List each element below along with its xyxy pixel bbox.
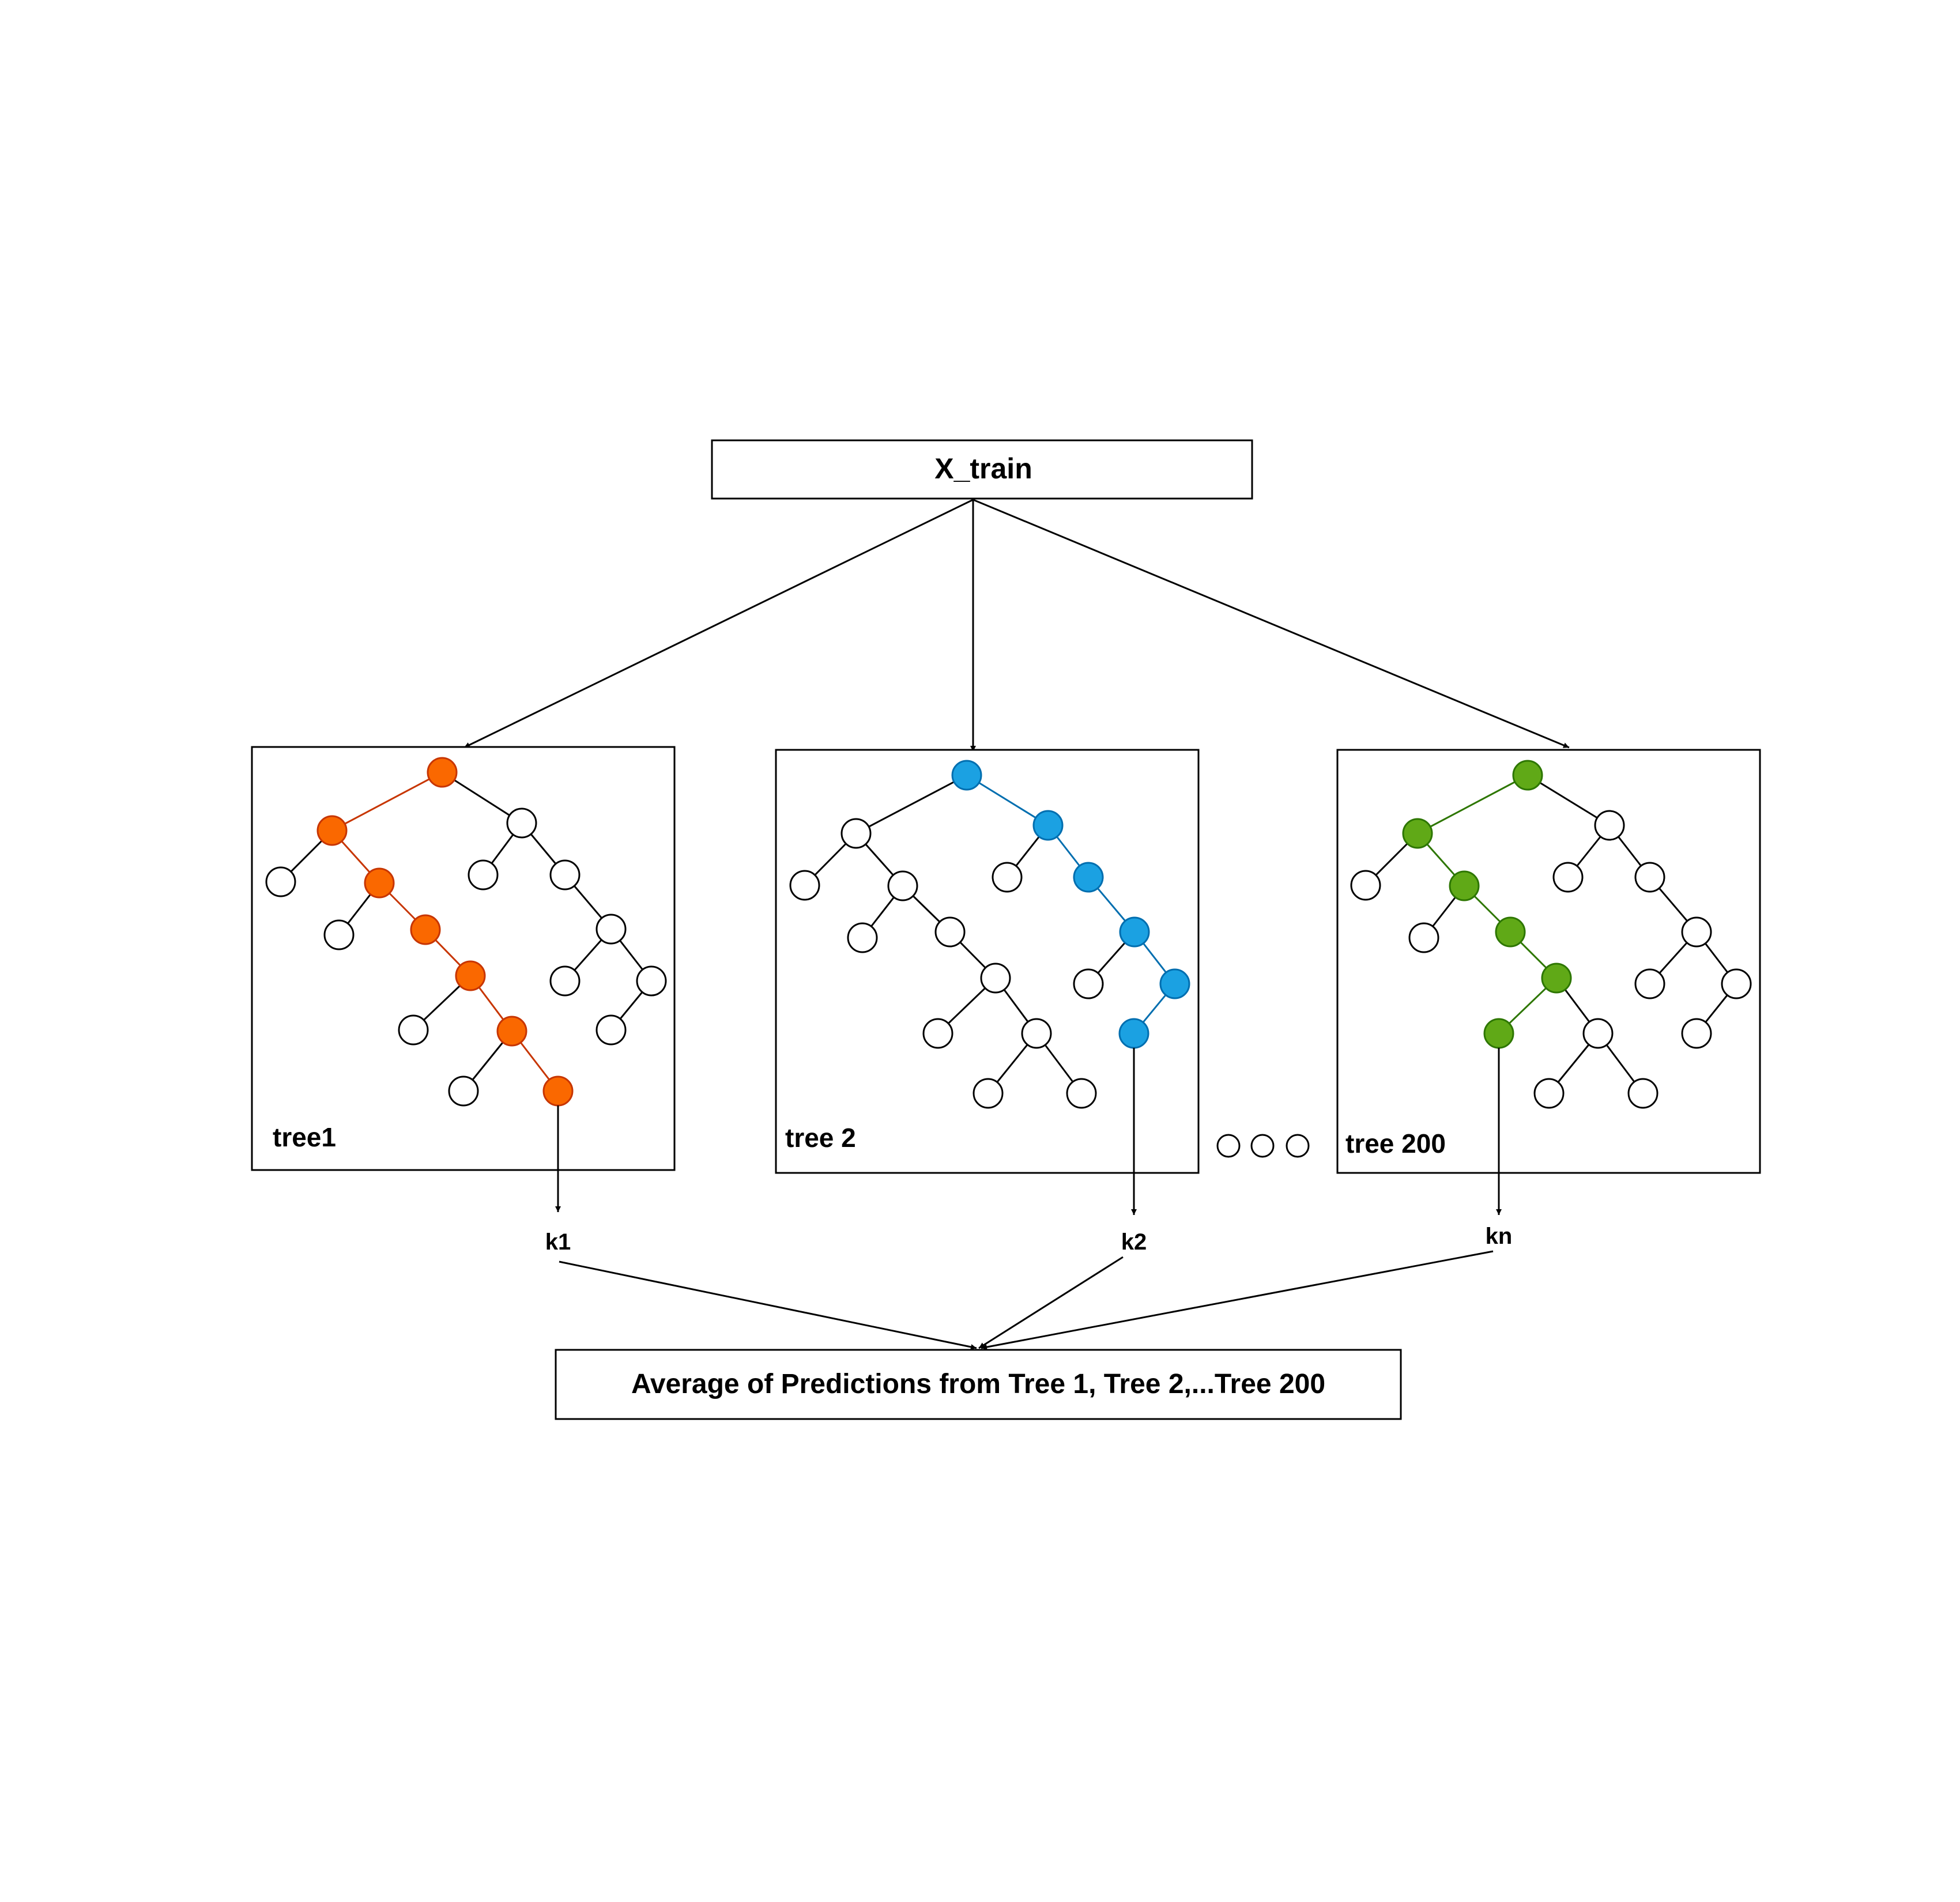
tree-panel-tree1: tree1 [251,746,676,1212]
tree-node-on-path [496,1016,527,1047]
tree-node-on-path [951,760,982,791]
arrow-to-tree200 [973,499,1570,749]
input-box: X_train [711,439,1253,500]
tree-edge-highlighted [966,774,1049,827]
tree-node-on-path [455,960,486,991]
tree-edge [1527,774,1610,827]
tree-node [1533,1078,1565,1109]
tree-edge-highlighted [1417,774,1528,835]
tree-node-on-path [410,914,441,945]
tree-node [922,1018,953,1049]
ellipsis-dot [1250,1134,1275,1158]
output-label-k1: k1 [545,1229,571,1255]
tree-node-on-path [1541,963,1572,994]
tree-node [1066,1078,1097,1109]
tree-node-on-path [1449,870,1480,901]
tree-node [840,818,872,849]
tree-node [847,922,878,953]
tree-node [934,916,966,948]
tree-edge [442,771,522,824]
ellipsis-dot [1216,1134,1241,1158]
ellipsis-indicator [1216,1134,1310,1158]
tree-node-on-path [364,867,395,899]
tree-node-on-path [1073,862,1104,893]
output-label-kn: kn [1486,1224,1513,1249]
tree-node [887,870,918,901]
tree-edge-highlighted [331,771,443,832]
output-label-k2: k2 [1121,1229,1147,1255]
output-to-result-arrows [559,1250,1494,1350]
arrow-kn-to-result [981,1250,1494,1350]
tree-node [1634,862,1665,893]
ellipsis-dot [1286,1134,1310,1158]
tree-node [1073,968,1104,999]
tree-label: tree 2 [785,1123,856,1153]
tree-node [1594,810,1625,841]
tree-node [1681,1018,1712,1049]
input-to-tree-arrows [463,499,1570,752]
result-label: Average of Predictions from Tree 1, Tree… [631,1369,1325,1399]
tree-node-on-path [316,815,348,846]
tree-node-on-path [1402,818,1433,849]
tree-node-on-path [1159,968,1190,999]
tree-node [468,859,499,890]
tree-node [1681,916,1712,948]
tree-node [1582,1018,1614,1049]
tree-node-on-path [542,1075,574,1107]
tree-frame [775,749,1200,1174]
tree-node-on-path [1119,916,1150,948]
arrow-to-tree1 [463,499,974,749]
tree-node [1552,862,1584,893]
tree-node [1627,1078,1659,1109]
tree-node-on-path [1032,810,1064,841]
tree-frame [1336,749,1761,1174]
tree-node-on-path [1495,916,1526,948]
tree-node [789,870,820,901]
tree-node [265,866,296,897]
tree-node [398,1014,429,1046]
tree-node [549,965,581,997]
tree-node [1634,968,1665,999]
tree-node [1721,968,1752,999]
tree-panel-tree-2: tree 2 [775,749,1200,1215]
tree-node-on-path [1483,1018,1514,1049]
tree-node [595,1014,627,1046]
input-label: X_train [934,452,1032,485]
tree-node-on-path [1512,760,1543,791]
tree-node [980,963,1011,994]
arrow-k2-to-result [978,1256,1124,1349]
arrow-k1-to-result [559,1261,977,1350]
tree-node [549,859,581,890]
tree-node [636,965,667,997]
tree-panel-tree-200: tree 200 [1336,749,1761,1215]
tree-label: tree1 [273,1122,336,1152]
tree-node [1408,922,1439,953]
tree-frame [251,746,676,1171]
tree-label: tree 200 [1345,1129,1446,1158]
tree-node-on-path [1118,1018,1149,1049]
tree-node [1350,870,1381,901]
tree-node [506,807,537,839]
tree-node [448,1075,479,1107]
tree-edge [855,774,967,835]
tree-node-on-path [427,757,458,788]
tree-node [595,914,627,945]
tree-node [973,1078,1004,1109]
tree-node [992,862,1023,893]
tree-node [323,919,355,950]
result-box: Average of Predictions from Tree 1, Tree… [555,1349,1402,1420]
tree-node [1021,1018,1052,1049]
